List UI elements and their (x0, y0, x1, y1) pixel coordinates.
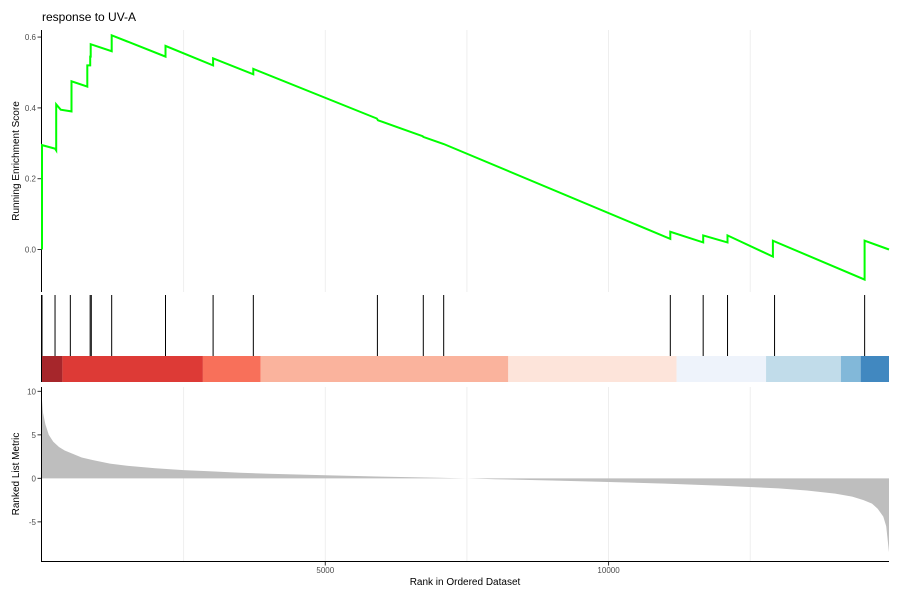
enrichment-panel: 0.0 0.2 0.4 0.6 Running Enrichment Score (11, 30, 890, 292)
ranked-y-axis-title: Ranked List Metric (11, 433, 22, 516)
enrichment-y-tick-label: 0.2 (25, 175, 37, 184)
rank-color-band (42, 356, 63, 382)
enrichment-y-tick-label: 0.4 (25, 104, 37, 113)
enrichment-y-tick-label: 0.0 (25, 246, 37, 255)
rank-color-band (840, 356, 861, 382)
ranked-x-tick-label: 10000 (597, 566, 620, 575)
ranked-x-tick-label: 5000 (316, 566, 334, 575)
chart-title: response to UV-A (42, 10, 136, 24)
running-enrichment-line (41, 33, 890, 282)
rank-color-band (62, 356, 203, 382)
enrichment-gridlines (183, 30, 751, 292)
enrichment-y-ticks: 0.0 0.2 0.4 0.6 (25, 33, 42, 255)
rank-color-band (676, 356, 767, 382)
ranked-y-tick-label: -5 (29, 518, 37, 527)
ranked-metric-area (42, 400, 889, 553)
ranked-y-tick-label: 0 (32, 474, 37, 483)
x-axis-title: Rank in Ordered Dataset (410, 577, 521, 588)
enrichment-y-axis-title: Running Enrichment Score (11, 101, 22, 221)
rank-color-band (766, 356, 841, 382)
ranked-y-tick-label: 10 (27, 387, 36, 396)
ranked-list-panel: -5 0 5 10 5000 10000 Ranked List Metric Rank… (11, 387, 889, 588)
hits-panel (41, 295, 889, 382)
rank-color-band (202, 356, 261, 382)
enrichment-y-tick-label: 0.6 (25, 33, 37, 42)
rank-color-band (508, 356, 677, 382)
ranked-x-ticks: 5000 10000 (316, 561, 620, 575)
ranked-y-tick-label: 5 (32, 431, 37, 440)
rank-color-band (860, 356, 889, 382)
rank-color-band (260, 356, 509, 382)
rank-color-bands (42, 356, 889, 382)
ranked-y-ticks: -5 0 5 10 (27, 387, 42, 527)
